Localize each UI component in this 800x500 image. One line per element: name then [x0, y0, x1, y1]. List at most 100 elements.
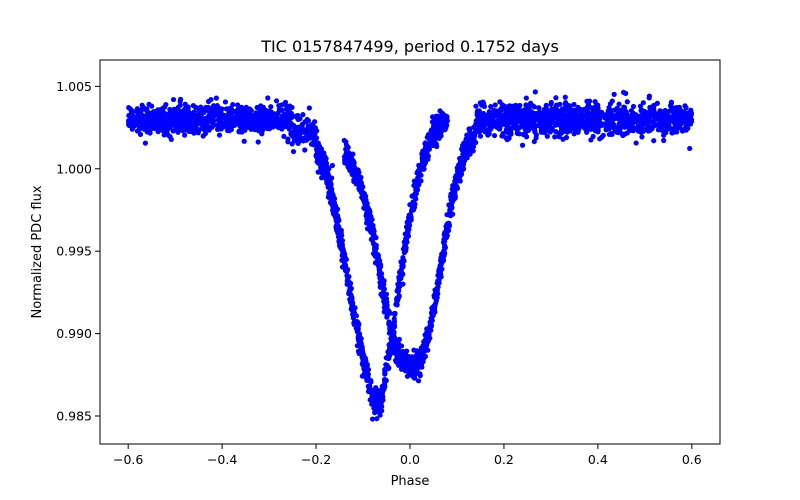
- data-point: [669, 130, 675, 136]
- data-point: [468, 142, 475, 148]
- data-point: [595, 127, 601, 134]
- data-point: [344, 277, 351, 283]
- data-point: [362, 205, 368, 212]
- data-point: [191, 130, 197, 136]
- data-point: [211, 122, 217, 128]
- data-point: [161, 104, 168, 110]
- data-point: [421, 166, 427, 172]
- data-point: [321, 150, 327, 156]
- data-point: [347, 281, 353, 288]
- data-point: [499, 102, 505, 108]
- data-point: [425, 156, 431, 162]
- data-point: [647, 118, 654, 124]
- data-point: [661, 113, 667, 119]
- data-point: [379, 282, 385, 288]
- data-point: [344, 273, 350, 279]
- data-point: [216, 132, 223, 138]
- data-point: [473, 103, 479, 109]
- data-point: [621, 104, 628, 111]
- data-point: [624, 99, 630, 105]
- data-point: [331, 207, 337, 213]
- data-point: [476, 118, 482, 124]
- data-point: [333, 224, 339, 230]
- data-point: [669, 126, 676, 132]
- data-point: [286, 107, 292, 113]
- data-point: [542, 116, 548, 122]
- data-point: [511, 107, 517, 113]
- data-point: [546, 111, 552, 118]
- data-point: [624, 113, 631, 119]
- data-point: [289, 141, 295, 147]
- data-point: [347, 296, 353, 302]
- data-point: [377, 399, 383, 405]
- data-point: [340, 250, 346, 257]
- data-point: [627, 126, 633, 132]
- data-point: [392, 311, 398, 318]
- data-point: [343, 151, 349, 157]
- data-point: [381, 382, 387, 388]
- data-point: [228, 114, 235, 120]
- data-point: [190, 119, 197, 125]
- data-point: [645, 123, 651, 129]
- data-point: [638, 108, 644, 114]
- data-point: [481, 122, 487, 128]
- data-point: [686, 117, 692, 123]
- data-point: [126, 118, 132, 124]
- data-point: [358, 341, 364, 347]
- data-point: [507, 129, 513, 135]
- data-point: [615, 114, 621, 120]
- data-point: [516, 131, 522, 137]
- data-point: [602, 115, 608, 121]
- data-point: [296, 139, 302, 145]
- data-point: [435, 278, 441, 284]
- data-point: [590, 112, 596, 118]
- data-point: [350, 311, 356, 318]
- data-point: [470, 148, 476, 154]
- data-point: [346, 160, 352, 166]
- data-point: [368, 377, 374, 384]
- data-point: [188, 114, 194, 120]
- data-point: [223, 106, 230, 112]
- data-point: [235, 102, 241, 108]
- data-point: [428, 315, 435, 322]
- data-point: [559, 109, 565, 115]
- data-point: [190, 103, 196, 109]
- data-point: [329, 199, 335, 205]
- data-point: [454, 185, 461, 191]
- data-point: [299, 123, 305, 129]
- data-point: [572, 127, 578, 133]
- data-point: [681, 126, 687, 132]
- data-point: [351, 306, 357, 313]
- x-tick-label: 0.6: [682, 452, 702, 467]
- data-point: [206, 127, 212, 133]
- data-point: [290, 148, 297, 155]
- data-point: [588, 137, 594, 143]
- data-point: [288, 131, 294, 137]
- data-point: [614, 126, 620, 132]
- data-point: [464, 132, 470, 138]
- data-point: [437, 131, 443, 137]
- data-point: [136, 110, 142, 116]
- data-point: [519, 142, 526, 148]
- data-point: [386, 351, 392, 358]
- data-point: [379, 404, 385, 410]
- data-point: [622, 119, 629, 125]
- data-point: [434, 295, 440, 301]
- data-point: [532, 89, 538, 95]
- data-point: [312, 136, 318, 143]
- data-point: [372, 410, 378, 416]
- data-point: [342, 266, 348, 272]
- data-point: [488, 103, 494, 110]
- data-point: [457, 158, 464, 164]
- data-point: [597, 119, 603, 125]
- data-point: [378, 274, 385, 281]
- data-point: [419, 357, 426, 363]
- data-point: [247, 110, 253, 116]
- x-tick-label: 0.4: [588, 452, 608, 467]
- data-point: [424, 337, 430, 343]
- data-point: [468, 132, 474, 138]
- data-point: [174, 124, 180, 130]
- data-point: [638, 126, 644, 132]
- data-point: [315, 157, 321, 163]
- data-point: [145, 123, 151, 129]
